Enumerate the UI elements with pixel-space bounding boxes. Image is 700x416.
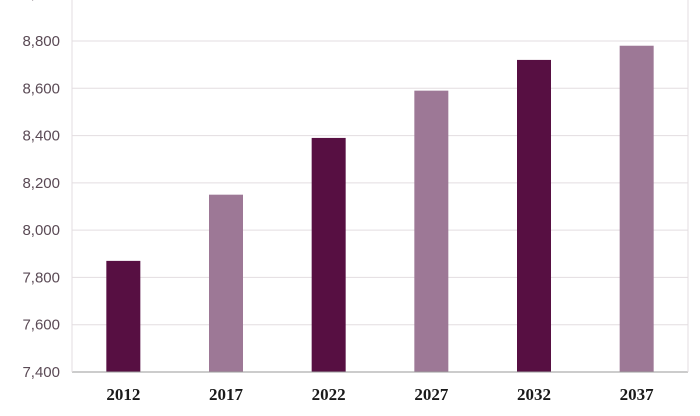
bar-2022: [311, 137, 346, 372]
y-tick-label: 7,600: [22, 317, 60, 334]
x-tick-label: 2032: [517, 385, 551, 404]
bar-2012: [106, 260, 141, 372]
bar-2017: [209, 194, 243, 372]
x-tick-label: 2027: [414, 385, 449, 404]
bar-2037: [619, 45, 654, 372]
y-tick-label: 7,400: [22, 364, 60, 381]
bar-2032: [517, 59, 551, 373]
y-tick-label: 8,600: [22, 80, 60, 97]
x-axis-tick-labels: 2012 2017 2022 2027 2032 2037: [106, 385, 654, 404]
x-tick-label: 2037: [620, 385, 655, 404]
x-tick-label: 2022: [312, 385, 346, 404]
x-tick-label: 2017: [209, 385, 244, 404]
y-axis-tick-labels: 7,400 7,600 7,800 8,000 8,200 8,400 8,600 8,800…: [22, 0, 60, 381]
y-tick-label: 8,200: [22, 175, 60, 192]
x-tick-label: 2012: [106, 385, 140, 404]
y-tick-label: 8,800: [22, 33, 60, 50]
bar-2027: [414, 90, 449, 373]
grid-lines: [72, 40, 688, 326]
y-tick-label: 8,000: [22, 222, 60, 239]
y-tick-label: 7,800: [22, 269, 60, 286]
y-tick-label: 8,400: [22, 128, 60, 145]
bars: [106, 45, 654, 373]
y-tick-label: 9,000: [22, 0, 60, 3]
